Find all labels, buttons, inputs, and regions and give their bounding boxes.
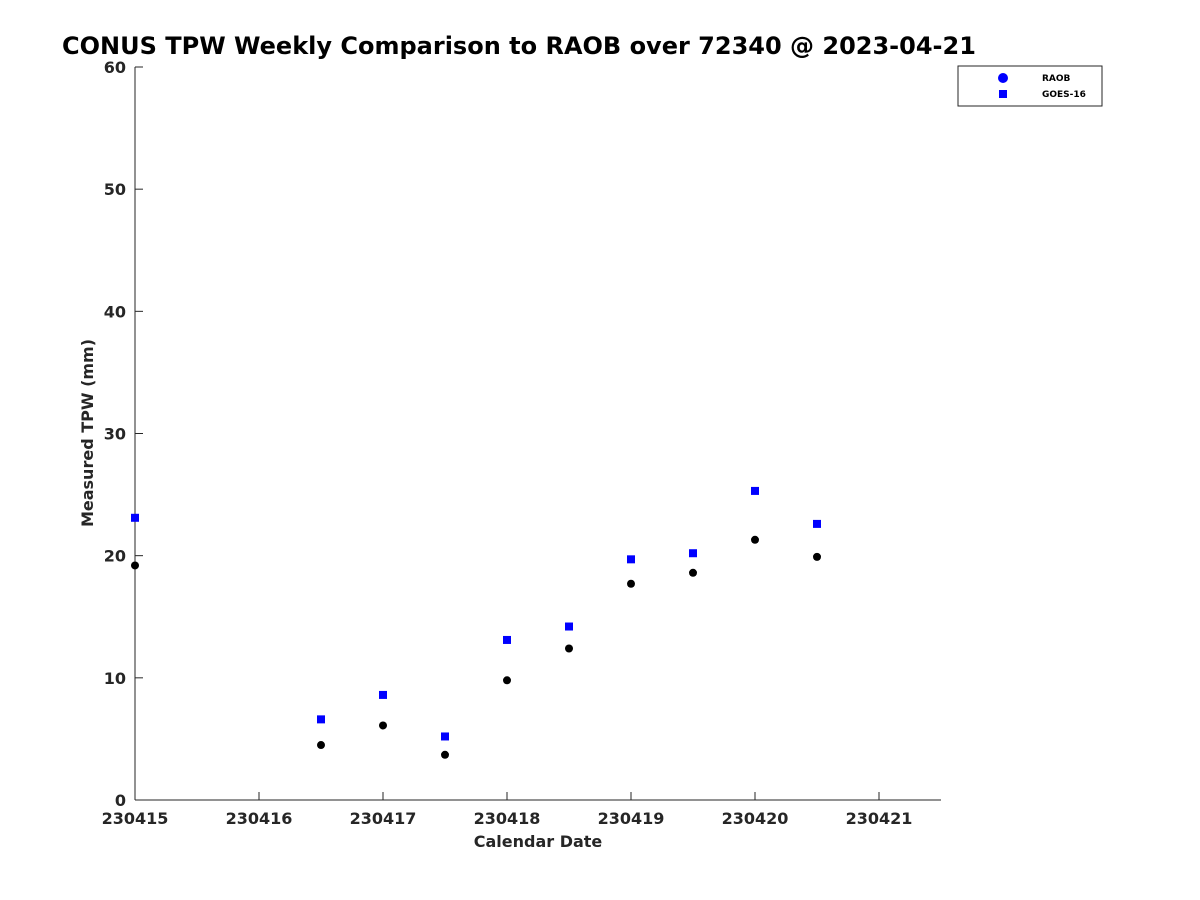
- y-tick-label: 10: [104, 669, 126, 688]
- raob-point: [627, 579, 635, 588]
- x-tick-label: 230418: [474, 809, 541, 828]
- raob-point: [689, 568, 697, 577]
- legend-box: [957, 65, 1103, 107]
- x-axis-label: Calendar Date: [474, 832, 603, 851]
- goes16-point: [317, 715, 325, 724]
- raob-point: [317, 741, 325, 750]
- legend-label: GOES-16: [1042, 90, 1086, 100]
- goes16-point: [813, 519, 821, 528]
- legend-marker-raob: [998, 73, 1008, 83]
- y-tick-label: 40: [104, 302, 126, 321]
- chart-title: CONUS TPW Weekly Comparison to RAOB over…: [62, 32, 976, 60]
- x-tick-label: 230415: [102, 809, 169, 828]
- raob-point: [441, 750, 449, 759]
- raob-point: [813, 552, 821, 561]
- goes16-point: [627, 555, 635, 564]
- y-tick-label: 50: [104, 180, 126, 199]
- data-marks: [131, 486, 821, 759]
- y-axis-label: Measured TPW (mm): [78, 339, 97, 527]
- raob-point: [503, 676, 511, 685]
- x-ticks: 230415 230416 230417 230418 230419 230420 2304…: [102, 792, 913, 828]
- y-tick-label: 20: [104, 547, 126, 566]
- goes16-point: [751, 486, 759, 495]
- goes16-point: [131, 513, 139, 522]
- y-tick-label: 30: [104, 425, 126, 444]
- y-tick-label: 0: [115, 791, 126, 810]
- x-tick-label: 230416: [226, 809, 293, 828]
- goes16-point: [565, 622, 573, 631]
- raob-point: [131, 561, 139, 570]
- raob-point: [379, 721, 387, 730]
- y-tick-label: 60: [104, 58, 126, 77]
- legend-marker-goes16: [999, 90, 1007, 98]
- axes: [134, 67, 941, 801]
- legend-label: RAOB: [1042, 74, 1071, 84]
- goes16-point: [441, 732, 449, 741]
- legend: RAOB GOES-16: [957, 65, 1103, 107]
- x-tick-label: 230419: [598, 809, 665, 828]
- y-ticks: 0 10 20 30 40 50 60: [104, 58, 143, 810]
- raob-point: [565, 644, 573, 653]
- goes16-point: [379, 690, 387, 699]
- goes16-point: [503, 635, 511, 644]
- x-tick-label: 230421: [846, 809, 913, 828]
- raob-point: [751, 535, 759, 544]
- x-tick-label: 230420: [722, 809, 789, 828]
- goes16-point: [689, 549, 697, 558]
- x-tick-label: 230417: [350, 809, 417, 828]
